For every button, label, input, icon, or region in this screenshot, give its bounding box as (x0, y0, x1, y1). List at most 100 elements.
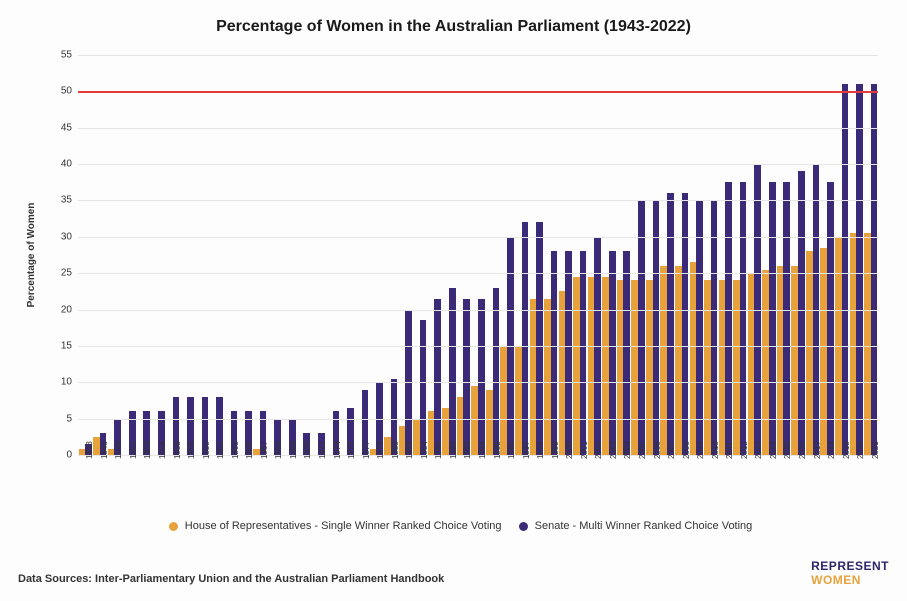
x-tick-label: 1943 (85, 441, 94, 459)
bar-pair (529, 222, 544, 455)
x-tick-label: 1995 (493, 441, 502, 459)
senate-bar (769, 182, 776, 455)
y-axis-label: Percentage of Women (26, 203, 37, 308)
house-bar (559, 291, 566, 455)
house-bar (748, 273, 755, 455)
house-bar (471, 386, 478, 455)
x-tick-label: 1975 (347, 441, 356, 459)
x-tick-label: 1967 (260, 441, 269, 459)
data-sources: Data Sources: Inter-Parliamentary Union … (18, 573, 444, 585)
grid-line (78, 55, 878, 56)
house-bar (864, 233, 871, 455)
senate-bar (798, 171, 805, 455)
bar-pair (471, 299, 486, 455)
legend-senate-label: Senate - Multi Winner Ranked Choice Voti… (535, 520, 753, 532)
house-bar (675, 266, 682, 455)
x-tick-label: 2016 (798, 441, 807, 459)
x-tick-label: 1996 (507, 441, 516, 459)
senate-bar (682, 193, 689, 455)
x-tick-label: 1994 (478, 441, 487, 459)
bar-pair (863, 84, 878, 455)
senate-bar (842, 84, 849, 455)
house-bar (777, 266, 784, 455)
x-tick-label: 1999 (551, 441, 560, 459)
x-tick-label: 2015 (783, 441, 792, 459)
house-bar (631, 280, 638, 455)
bar-pair (776, 182, 791, 455)
bar-pair (427, 299, 442, 455)
house-bar (530, 299, 537, 455)
bar-pair (514, 222, 529, 455)
house-bar (690, 262, 697, 455)
x-tick-label: 1951 (129, 441, 138, 459)
x-tick-label: 2014 (769, 441, 778, 459)
x-tick-label: 2008 (682, 441, 691, 459)
bar-pair (660, 193, 675, 455)
senate-bar (551, 251, 558, 455)
x-tick-label: 2013 (754, 441, 763, 459)
house-bar (762, 270, 769, 455)
bar-pair (703, 200, 718, 455)
bar-pair (674, 193, 689, 455)
x-tick-label: 1970 (303, 441, 312, 459)
senate-bar (871, 84, 878, 455)
reference-line-50pct (78, 91, 878, 93)
x-tick-label: 1980 (391, 441, 400, 459)
x-tick-label: 1953 (143, 441, 152, 459)
bar-pair (602, 251, 617, 455)
x-tick-label: 2004 (623, 441, 632, 459)
plot-area: 0510152025303540455055194319461949195119… (78, 55, 878, 455)
y-tick-label: 25 (42, 268, 72, 279)
x-tick-label: 2003 (609, 441, 618, 459)
senate-bar (580, 251, 587, 455)
x-tick-label: 2010 (711, 441, 720, 459)
house-bar (704, 280, 711, 455)
senate-swatch (519, 522, 528, 531)
house-bar (733, 280, 740, 455)
x-tick-label: 1983 (405, 441, 414, 459)
grid-line (78, 346, 878, 347)
x-tick-label: 1990 (449, 441, 458, 459)
senate-bar (696, 200, 703, 455)
x-tick-label: 2018 (827, 441, 836, 459)
x-tick-label: 1954 (158, 441, 167, 459)
grid-line (78, 164, 878, 165)
chart-area: Percentage of Women 05101520253035404550… (78, 55, 878, 485)
senate-bar (536, 222, 543, 455)
senate-bar (623, 251, 630, 455)
x-tick-label: 1961 (216, 441, 225, 459)
senate-bar (434, 299, 441, 455)
x-tick-label: 1965 (245, 441, 254, 459)
senate-bar (420, 320, 427, 455)
x-tick-label: 1949 (114, 441, 123, 459)
grid-line (78, 382, 878, 383)
bar-pair (791, 171, 806, 455)
grid-line (78, 237, 878, 238)
bar-pair (442, 288, 457, 455)
grid-line (78, 419, 878, 420)
x-tick-label: 2001 (580, 441, 589, 459)
chart-page: Percentage of Women in the Australian Pa… (0, 0, 907, 601)
chart-title: Percentage of Women in the Australian Pa… (0, 18, 907, 36)
senate-bar (653, 200, 660, 455)
x-tick-label: 2002 (594, 441, 603, 459)
house-bar (850, 233, 857, 455)
x-tick-label: 1946 (100, 441, 109, 459)
house-bar (660, 266, 667, 455)
senate-bar (740, 182, 747, 455)
x-tick-label: 1955 (173, 441, 182, 459)
senate-bar (667, 193, 674, 455)
y-tick-label: 15 (42, 340, 72, 351)
x-tick-label: 1993 (463, 441, 472, 459)
x-tick-label: 2000 (565, 441, 574, 459)
y-tick-label: 0 (42, 450, 72, 461)
house-bar (544, 299, 551, 455)
represent-women-logo: REPRESENT WOMEN (811, 559, 889, 587)
bar-pair (849, 84, 864, 455)
bar-pair (762, 182, 777, 455)
x-tick-label: 1963 (231, 441, 240, 459)
x-tick-label: 1971 (318, 441, 327, 459)
bar-pair (456, 299, 471, 455)
bar-pair (834, 84, 849, 455)
senate-bar (449, 288, 456, 455)
